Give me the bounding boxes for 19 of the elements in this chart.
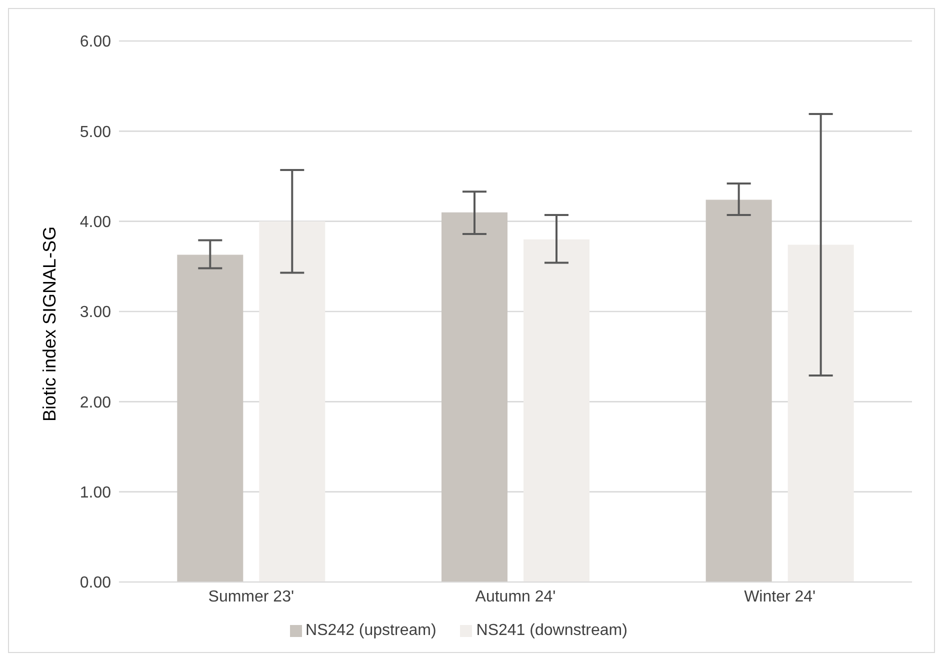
y-tick-label: 3.00 <box>80 304 112 322</box>
legend-label: NS242 (upstream) <box>306 622 436 639</box>
y-tick-label: 6.00 <box>80 34 112 51</box>
y-tick-label: 5.00 <box>80 124 112 141</box>
y-axis-title: Biotic index SIGNAL-SG <box>39 226 60 422</box>
bar <box>523 239 590 582</box>
x-tick-label: Winter 24' <box>744 588 816 606</box>
y-tick-label: 2.00 <box>80 394 112 412</box>
bar <box>788 244 854 582</box>
y-tick-label: 1.00 <box>80 484 112 502</box>
bar <box>259 221 326 582</box>
x-tick-label: Autumn 24' <box>475 588 556 606</box>
y-tick-label: 0.00 <box>80 574 112 592</box>
y-tick-label: 4.00 <box>80 214 112 232</box>
bar <box>706 200 772 582</box>
x-tick-label: Summer 23' <box>208 588 294 606</box>
bar <box>177 254 244 582</box>
legend-label: NS241 (downstream) <box>476 622 628 639</box>
bar <box>441 212 508 582</box>
